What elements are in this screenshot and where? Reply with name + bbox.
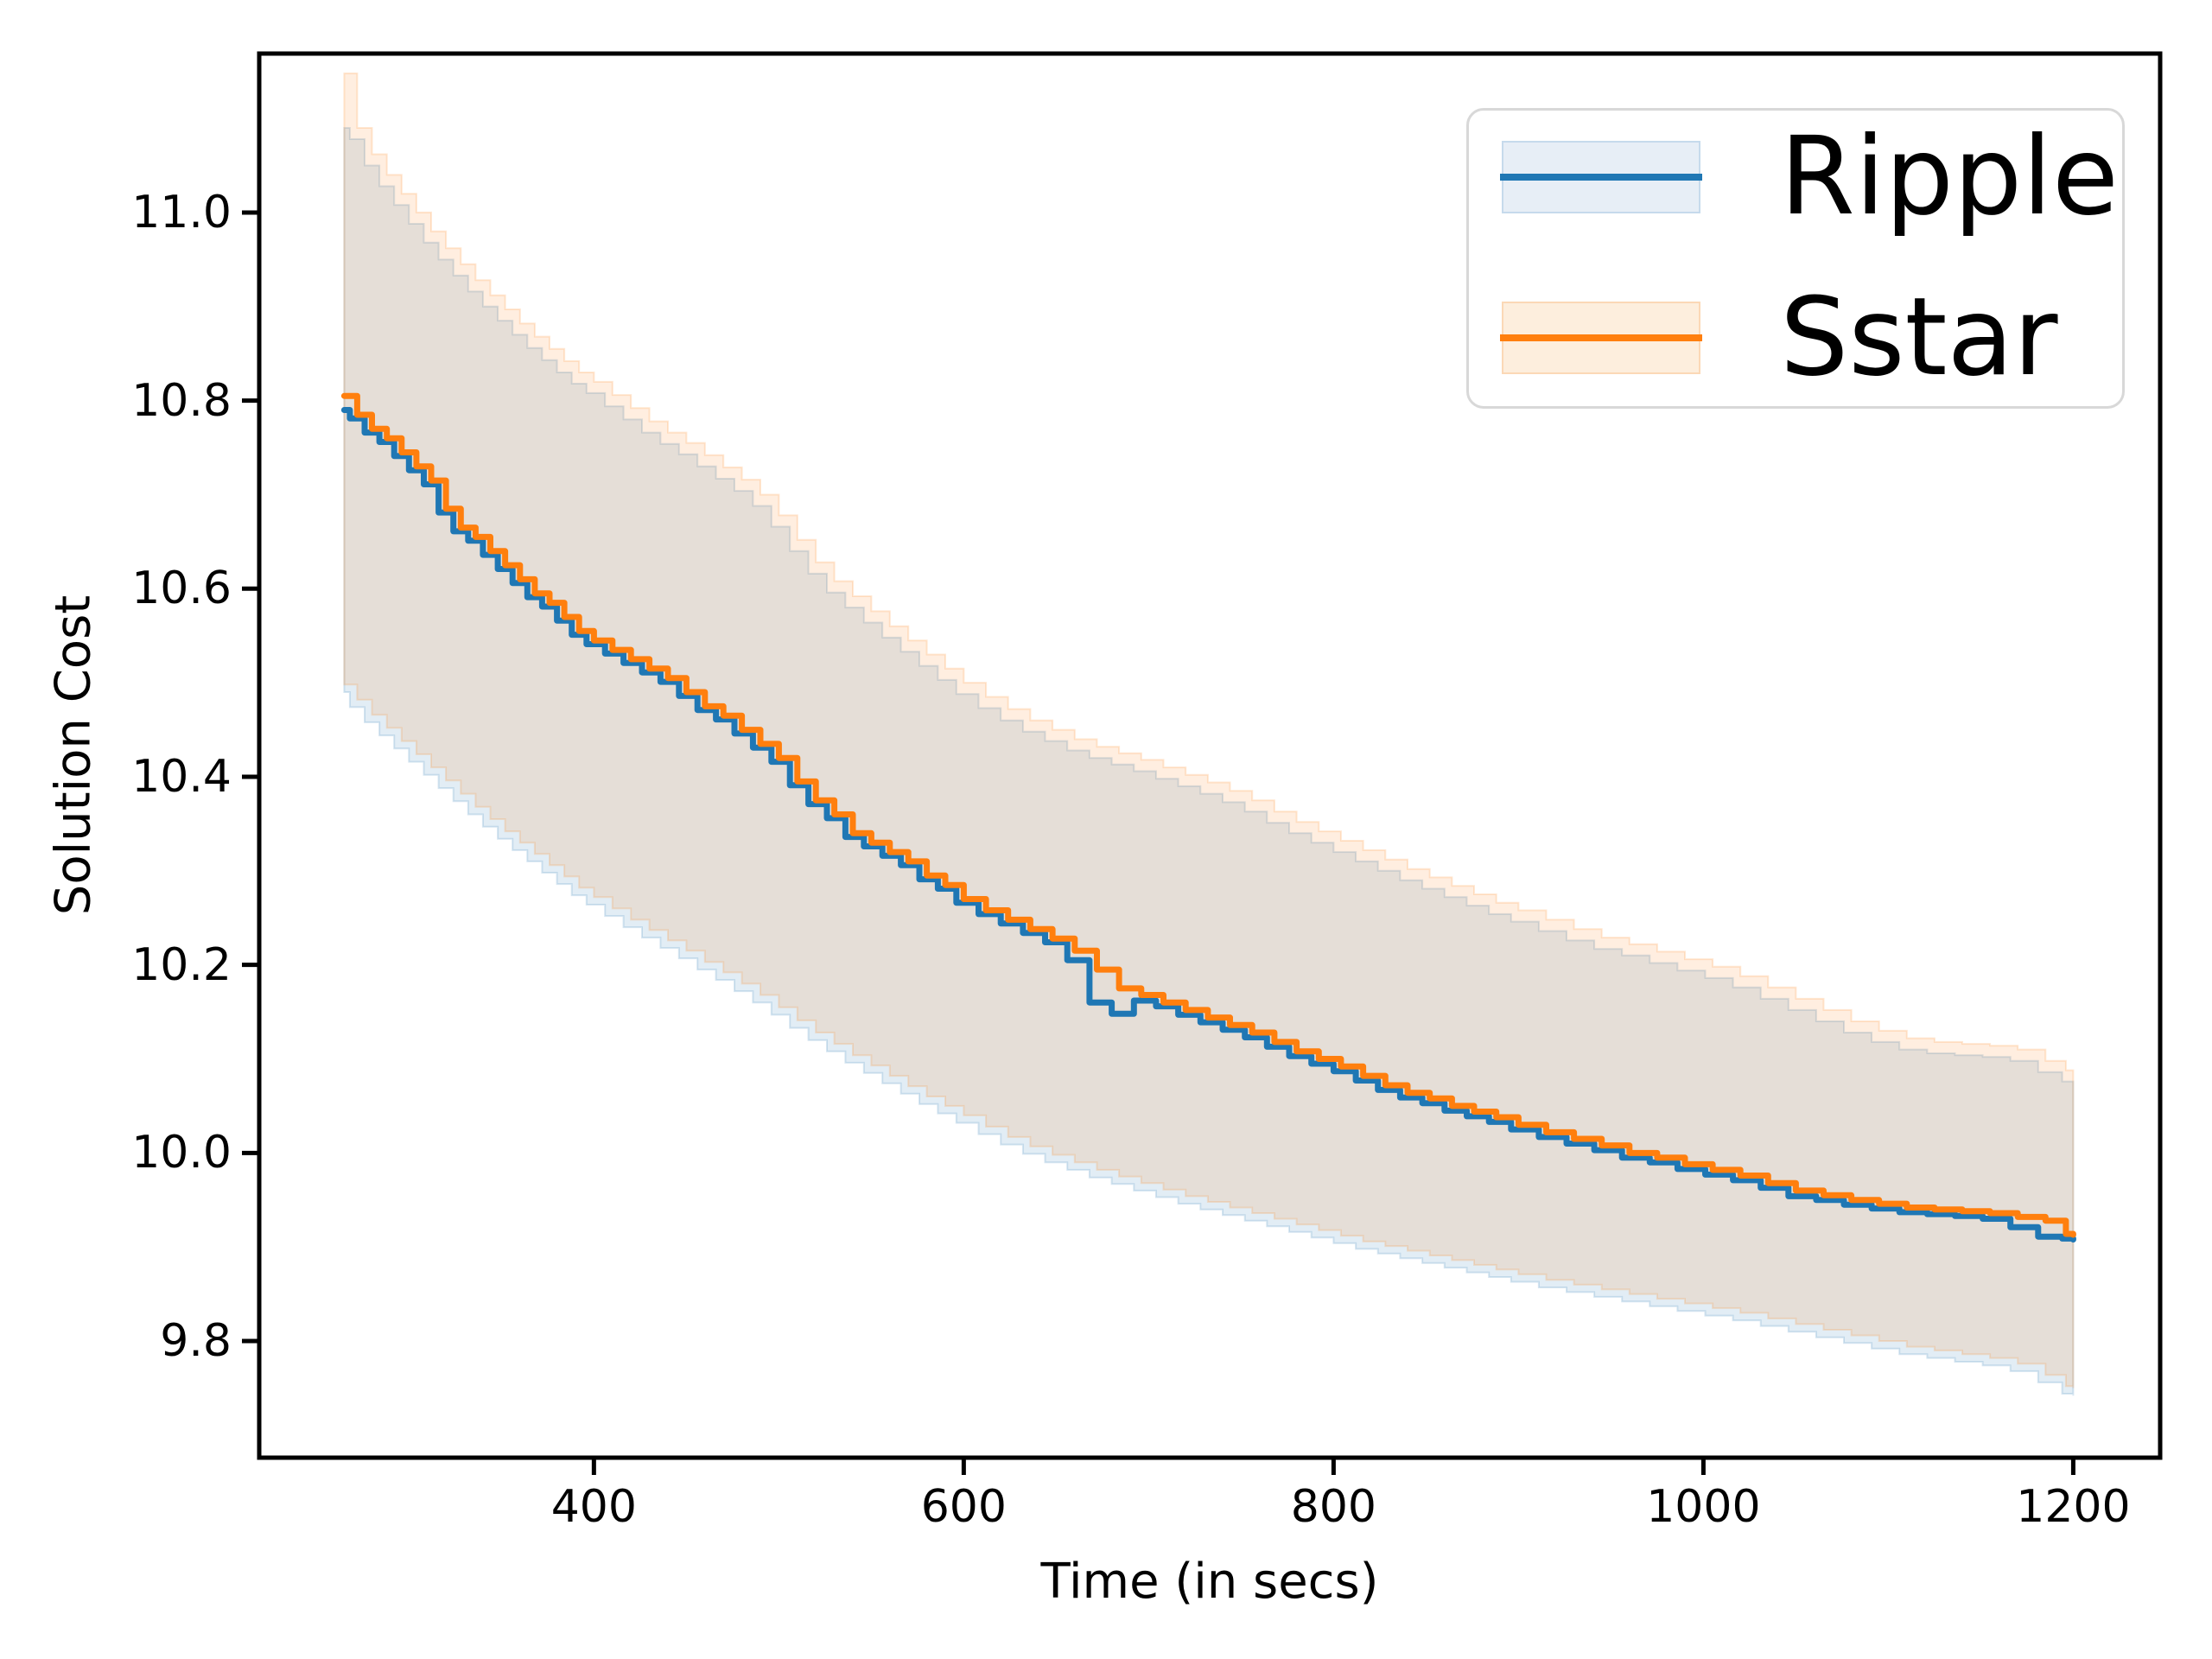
legend-patch-sstar: [1500, 302, 1702, 374]
legend-patch-ripple: [1500, 141, 1702, 213]
mean-line-sstar: [340, 392, 2076, 1238]
legend-entry-sstar: Sstar: [1500, 275, 2058, 401]
y-tick-label: 10.6: [131, 563, 232, 615]
y-axis-label: Solution Cost: [45, 594, 102, 916]
y-tick-label: 10.0: [131, 1127, 232, 1179]
x-tick-label: 600: [920, 1481, 1007, 1533]
legend-entry-ripple: Ripple: [1500, 114, 2119, 240]
legend-label-ripple: Ripple: [1780, 114, 2119, 239]
x-tick-label: 800: [1290, 1481, 1376, 1533]
x-axis-label: Time (in secs): [1040, 1554, 1379, 1610]
legend-line-sample-sstar: [1500, 334, 1702, 341]
confidence-band-ripple: [343, 127, 2075, 1396]
x-tick-label: 1200: [2016, 1481, 2131, 1533]
y-tick-label: 10.2: [131, 938, 232, 991]
legend-label-sstar: Sstar: [1780, 275, 2058, 400]
y-tick-label: 10.8: [131, 374, 232, 427]
y-tick-label: 9.8: [160, 1315, 232, 1368]
y-tick-label: 11.0: [131, 186, 232, 238]
legend: Ripple Sstar: [1466, 108, 2125, 409]
axes-spines: [257, 51, 2163, 1460]
x-tick-label: 1000: [1646, 1481, 1761, 1533]
y-tick-label: 10.4: [131, 750, 232, 803]
confidence-band-sstar: [343, 72, 2075, 1389]
legend-line-sample-ripple: [1500, 174, 1702, 181]
x-tick-label: 400: [550, 1481, 637, 1533]
mean-line-ripple: [340, 407, 2076, 1243]
